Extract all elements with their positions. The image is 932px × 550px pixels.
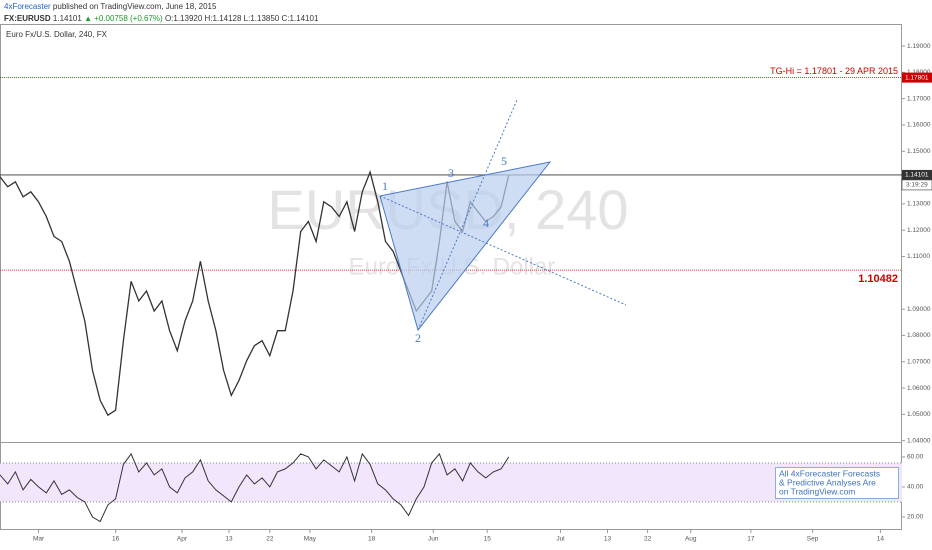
y-tick-label: 1.13000	[907, 201, 931, 208]
author: 4xForecaster	[4, 2, 51, 11]
x-tick-label: Jun	[428, 536, 439, 543]
price-tag-label: 1.14101	[905, 172, 929, 179]
y-tick-label: 1.08000	[907, 332, 931, 339]
x-tick-label: 18	[368, 536, 376, 543]
last: 1.14101	[53, 14, 82, 23]
price-tag	[902, 169, 932, 180]
y-tick-label: 60.00	[907, 454, 924, 461]
wave-label: 5	[501, 154, 507, 168]
x-tick-label: Jul	[556, 536, 565, 543]
trend-line	[379, 195, 627, 306]
x-tick-label: 13	[225, 536, 233, 543]
y-tick-label: 1.06000	[907, 385, 931, 392]
trend-line	[417, 99, 518, 331]
countdown-tag	[901, 179, 932, 191]
x-tick-label: Mar	[33, 536, 45, 543]
wedge	[379, 161, 552, 332]
note-line: & Predictive Analyses Are	[779, 477, 876, 487]
price-tag-label: 1.17801	[905, 74, 929, 81]
y-tick-label: 1.16000	[907, 122, 931, 129]
x-tick-label: 15	[484, 536, 492, 543]
rsi-line	[0, 452, 510, 523]
ohlc: O:1.13920 H:1.14128 L:1.13850 C:1.14101	[165, 14, 319, 23]
x-tick-label: 14	[877, 536, 885, 543]
plot-frame	[0, 24, 902, 530]
header-line: 4xForecaster published on TradingView.co…	[4, 2, 217, 11]
wave-label: 3	[448, 166, 454, 180]
note-line: All 4xForecaster Forecasts	[779, 468, 880, 478]
y-tick-label: 1.12000	[907, 227, 931, 234]
price-tag	[902, 72, 932, 83]
x-tick-label: 22	[266, 536, 274, 543]
y-tick-label: 1.04000	[907, 437, 931, 444]
x-tick-label: Sep	[807, 536, 819, 543]
symbol: FX:EURUSD	[4, 14, 51, 23]
x-tick-label: 17	[747, 536, 755, 543]
wedge-drawing	[379, 99, 627, 332]
x-tick-label: Apr	[177, 536, 188, 543]
note-box	[775, 467, 899, 499]
y-tick-label: 20.00	[907, 514, 924, 521]
y-tick-label: 1.11000	[907, 253, 930, 260]
x-tick-label: 16	[112, 536, 120, 543]
y-tick-label: 1.17000	[907, 95, 931, 102]
x-tick-label: Aug	[685, 536, 697, 543]
change: ▲ +0.00758 (+0.67%)	[84, 14, 163, 23]
wave-label: 2	[415, 331, 421, 345]
countdown: 3:19:29	[906, 182, 928, 189]
y-tick-label: 1.09000	[907, 306, 931, 313]
y-tick-label: 1.05000	[907, 411, 931, 418]
y-tick-label: 1.18000	[907, 69, 931, 76]
quote-line: FX:EURUSD 1.14101 ▲ +0.00758 (+0.67%) O:…	[4, 14, 319, 23]
published: published on TradingView.com, June 18, 2…	[53, 2, 217, 11]
x-tick-label: 22	[644, 536, 652, 543]
wave-label: 4	[483, 216, 489, 230]
y-tick-label: 1.15000	[907, 148, 931, 155]
note-line: on TradingView.com	[779, 486, 855, 496]
chart-subtitle: Euro Fx/U.S. Dollar, 240, FX	[6, 30, 108, 39]
y-tick-label: 1.19000	[907, 43, 931, 50]
y-tick-label: 40.00	[907, 484, 924, 491]
x-tick-label: 13	[604, 536, 612, 543]
level-label: 1.10482	[858, 273, 898, 285]
level-label: TG-Hi = 1.17801 - 29 APR 2015	[770, 66, 898, 76]
y-tick-label: 1.07000	[907, 358, 931, 365]
rsi-band	[0, 462, 902, 502]
x-tick-label: May	[304, 536, 317, 543]
wave-label: 1	[382, 179, 388, 193]
